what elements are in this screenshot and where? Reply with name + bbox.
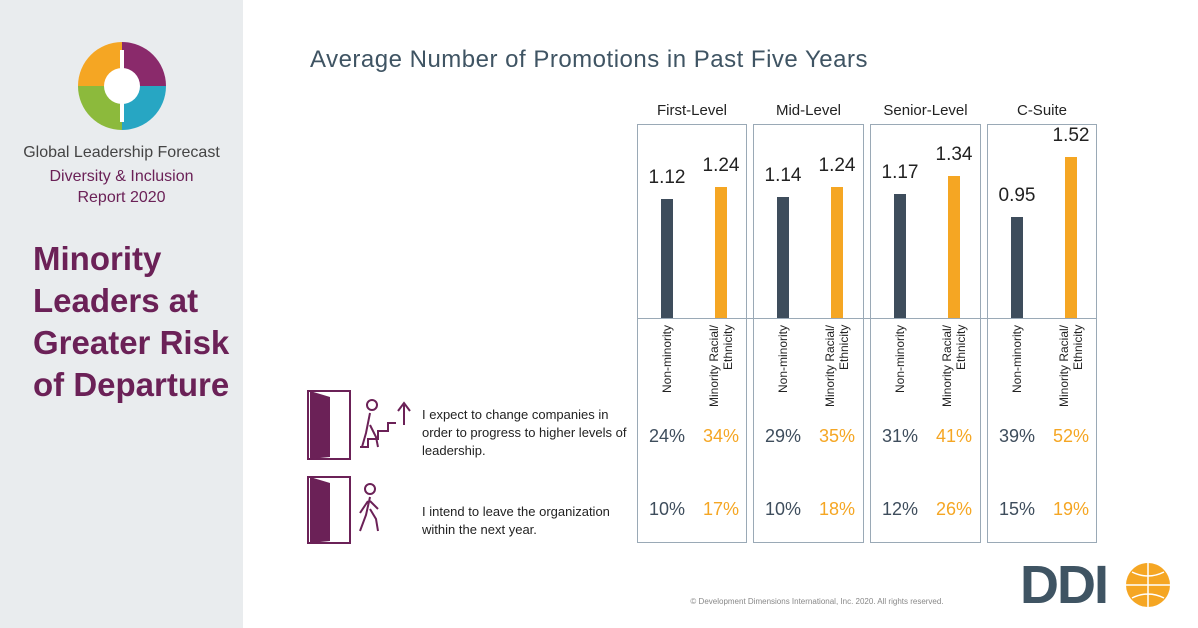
percent: 34% <box>702 426 740 446</box>
percent: 19% <box>1052 499 1090 519</box>
percent: 10% <box>648 499 686 519</box>
percent: 52% <box>1052 426 1090 446</box>
statement: I intend to leave the organization withi… <box>422 504 610 537</box>
percent: 24% <box>648 426 686 446</box>
panel <box>987 124 1097 543</box>
copyright: © Development Dimensions International, … <box>690 597 944 606</box>
value-label: 1.52 <box>1052 124 1090 146</box>
percent: 29% <box>764 426 802 446</box>
bar <box>894 193 906 318</box>
series-label: Minority Racial/ Ethnicity <box>1057 325 1085 408</box>
category-label: First-Level <box>656 102 728 119</box>
percent: 15% <box>998 499 1036 519</box>
series-label: Non-minority <box>893 325 907 394</box>
logo <box>78 42 166 130</box>
bar <box>715 186 727 318</box>
percent: 31% <box>881 426 919 446</box>
brand-globe <box>1126 563 1170 607</box>
percent: 17% <box>702 499 740 519</box>
bar <box>831 186 843 318</box>
bar <box>948 175 960 318</box>
bar <box>661 199 673 318</box>
brand: DDI <box>1020 555 1109 615</box>
percent: 39% <box>998 426 1036 446</box>
report-line: Report 2020 <box>77 189 166 206</box>
chart-title: Average Number of Promotions in Past Fiv… <box>310 46 868 73</box>
percent: 35% <box>818 426 856 446</box>
percent: 18% <box>818 499 856 519</box>
bar <box>1011 217 1023 318</box>
percent: 10% <box>764 499 802 519</box>
report-line: Diversity & Inclusion <box>49 168 194 185</box>
panel <box>870 124 981 543</box>
value-label: 1.24 <box>818 154 856 176</box>
panel <box>753 124 864 543</box>
headline: Minority Leaders at Greater Risk of Depa… <box>33 240 230 403</box>
series-label: Minority Racial/ Ethnicity <box>940 325 968 408</box>
value-label: 1.34 <box>935 143 973 165</box>
series-label: Non-minority <box>776 325 790 394</box>
category-label: C-Suite <box>1016 102 1068 119</box>
bar <box>1065 156 1077 318</box>
icons <box>307 390 411 544</box>
value-label: 1.24 <box>702 154 740 176</box>
divider <box>637 318 1097 319</box>
value-label: 1.17 <box>881 161 919 183</box>
statement: I expect to change companies in order to… <box>422 407 627 458</box>
bar <box>777 197 789 318</box>
series-label: Minority Racial/ Ethnicity <box>707 325 735 408</box>
series-label: Non-minority <box>1010 325 1024 394</box>
percent: 41% <box>935 426 973 446</box>
value-label: 1.12 <box>648 167 686 189</box>
value-label: 0.95 <box>998 185 1036 207</box>
percent: 12% <box>881 499 919 519</box>
series-label: Non-minority <box>660 325 674 394</box>
category-label: Senior-Level <box>883 102 968 119</box>
series-label: Minority Racial/ Ethnicity <box>823 325 851 408</box>
category-label: Mid-Level <box>775 102 842 119</box>
panel <box>637 124 747 543</box>
report-line: Global Leadership Forecast <box>23 144 220 161</box>
percent: 26% <box>935 499 973 519</box>
value-label: 1.14 <box>764 165 802 187</box>
